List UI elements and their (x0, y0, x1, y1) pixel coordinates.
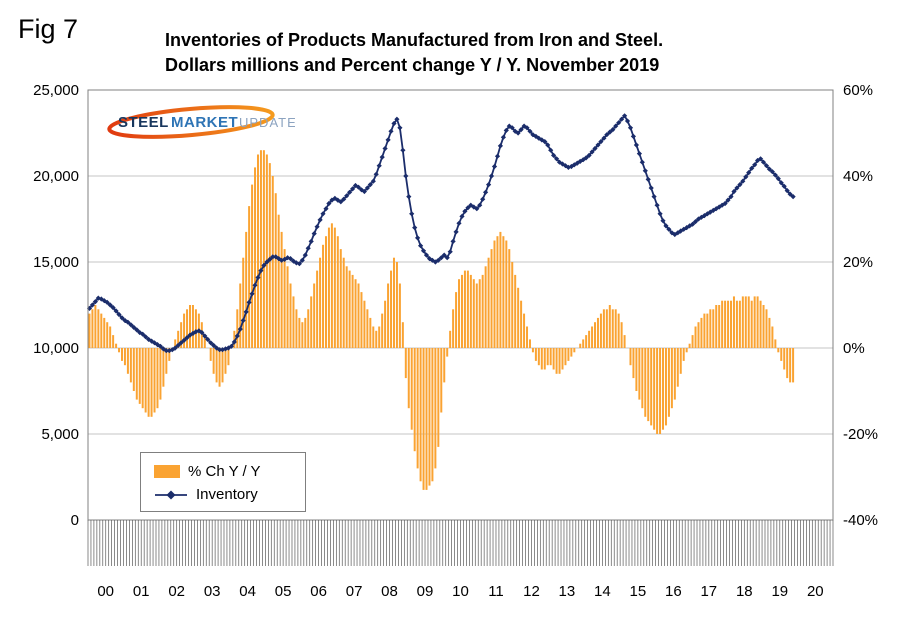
svg-text:12: 12 (523, 583, 540, 600)
svg-text:-20%: -20% (843, 426, 878, 443)
left-axis-labels: 25,000 20,000 15,000 10,000 5,000 0 (33, 82, 79, 529)
svg-text:20%: 20% (843, 254, 873, 271)
svg-text:20: 20 (807, 583, 824, 600)
svg-text:15,000: 15,000 (33, 254, 79, 271)
legend-bar-label: % Ch Y / Y (188, 463, 261, 480)
svg-text:11: 11 (488, 583, 504, 600)
svg-text:17: 17 (700, 583, 717, 600)
svg-text:03: 03 (204, 583, 221, 600)
legend-line-label: Inventory (196, 486, 258, 503)
svg-text:0%: 0% (843, 340, 865, 357)
chart-title-line1: Inventories of Products Manufactured fro… (165, 30, 664, 50)
logo-word-update: UPDATE (239, 115, 295, 130)
logo-graphic: STEEL MARKET UPDATE (107, 105, 296, 139)
svg-text:16: 16 (665, 583, 682, 600)
svg-text:18: 18 (736, 583, 753, 600)
steel-market-update-logo: STEEL MARKET UPDATE (103, 98, 296, 146)
logo-word-market: MARKET (171, 114, 238, 131)
svg-text:20,000: 20,000 (33, 168, 79, 185)
x-axis-year-labels: 00 01 02 03 04 05 06 07 08 09 10 11 12 13 14 15 16 17 18 19… (97, 583, 823, 600)
svg-text:25,000: 25,000 (33, 82, 79, 99)
svg-text:40%: 40% (843, 168, 873, 185)
svg-text:04: 04 (239, 583, 256, 600)
svg-text:19: 19 (771, 583, 788, 600)
figure-number: Fig 7 (18, 14, 79, 44)
svg-text:05: 05 (275, 583, 292, 600)
month-tick-comb (87, 520, 834, 566)
svg-text:06: 06 (310, 583, 327, 600)
logo-swoosh-ellipse (107, 105, 275, 139)
pct-change-bars (88, 150, 795, 490)
legend-entry-bar: % Ch Y / Y (154, 460, 305, 483)
legend-entry-line: Inventory (154, 483, 305, 506)
svg-text:0: 0 (71, 512, 79, 529)
logo-word-steel: STEEL (118, 114, 169, 131)
legend-line-sample-diamond (166, 490, 176, 499)
svg-text:10,000: 10,000 (33, 340, 79, 357)
right-axis-labels: 60% 40% 20% 0% -20% -40% (843, 82, 878, 529)
svg-text:5,000: 5,000 (41, 426, 79, 443)
svg-text:08: 08 (381, 583, 398, 600)
svg-text:14: 14 (594, 583, 611, 600)
svg-text:07: 07 (346, 583, 363, 600)
chart-title: Inventories of Products Manufactured fro… (165, 28, 663, 78)
svg-text:60%: 60% (843, 82, 873, 99)
svg-text:13: 13 (559, 583, 576, 600)
svg-text:09: 09 (417, 583, 434, 600)
svg-text:02: 02 (168, 583, 185, 600)
svg-text:00: 00 (97, 583, 114, 600)
legend-bar-swatch (154, 465, 180, 478)
chart-legend: % Ch Y / Y Inventory (140, 452, 306, 512)
chart-title-line2: Dollars millions and Percent change Y / … (165, 55, 660, 75)
svg-text:-40%: -40% (843, 512, 878, 529)
svg-text:10: 10 (452, 583, 469, 600)
svg-text:01: 01 (133, 583, 150, 600)
svg-text:15: 15 (630, 583, 647, 600)
legend-line-sample (155, 490, 187, 499)
